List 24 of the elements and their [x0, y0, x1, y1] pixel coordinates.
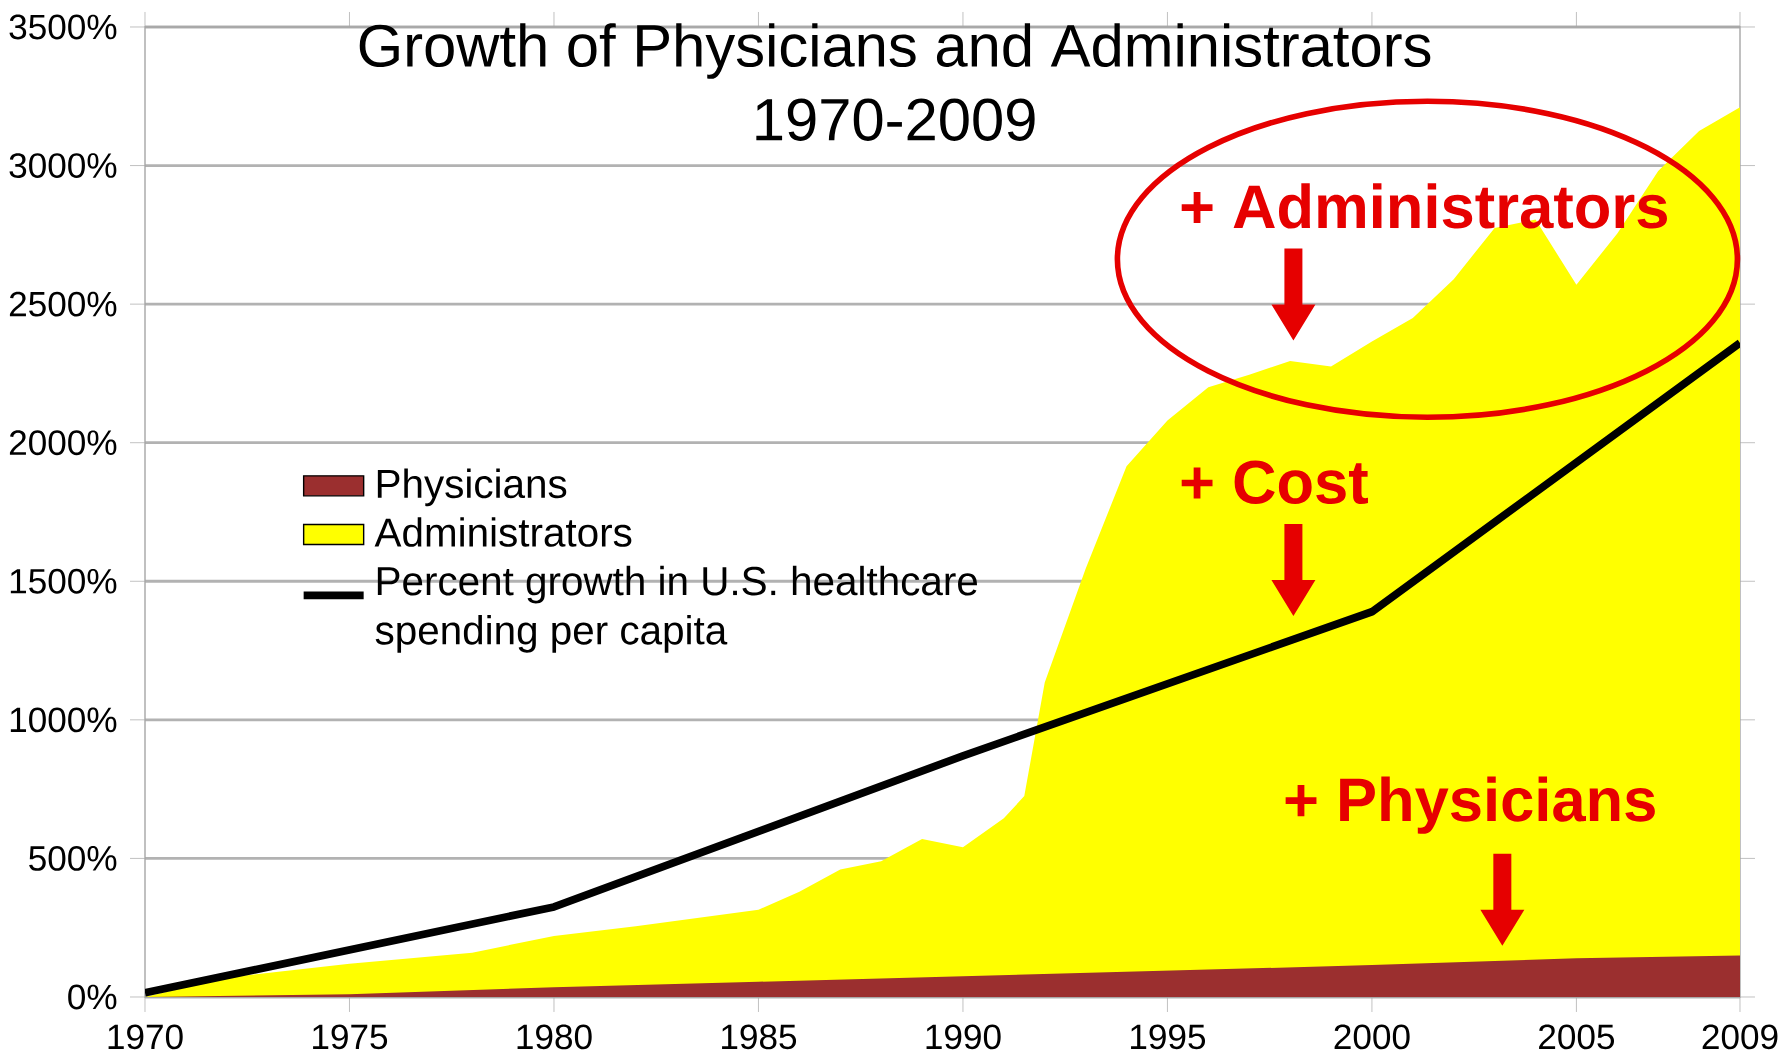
y-tick-label: 500% [29, 845, 117, 871]
y-tick-label: 3000% [9, 153, 117, 178]
x-tick-label: 1985 [722, 1024, 797, 1050]
y-tick-label: 0% [68, 984, 117, 1010]
y-tick-label: 1500% [10, 568, 117, 594]
x-tick-label: 1975 [313, 1024, 388, 1050]
y-tick-label: 2500% [9, 291, 117, 317]
annotation: + Cost [1181, 460, 1368, 505]
x-tick-label: 2005 [1539, 1024, 1615, 1050]
chart-title: Growth of Physicians and Administrators [359, 23, 1431, 79]
x-tick-label: 1970 [108, 1024, 183, 1050]
y-tick-label: 1000% [10, 707, 117, 733]
annotation: + Physicians [1285, 776, 1655, 834]
x-tick-label: 1990 [926, 1024, 1001, 1050]
x-tick-label: 2009 [1702, 1024, 1778, 1050]
legend-label: Percent growth in U.S. healthcare spending per capita [375, 565, 977, 653]
y-tick-label: 3500% [9, 14, 117, 40]
x-tick-label: 1995 [1131, 1024, 1206, 1050]
legend-label: Administrators [374, 517, 632, 547]
y-tick-label: 2000% [9, 430, 117, 456]
x-tick-label: 1980 [517, 1024, 592, 1050]
x-tick-label: 2000 [1334, 1024, 1410, 1050]
text: 1970-2009 [756, 98, 1035, 141]
legend-label: Physicians [377, 468, 567, 507]
